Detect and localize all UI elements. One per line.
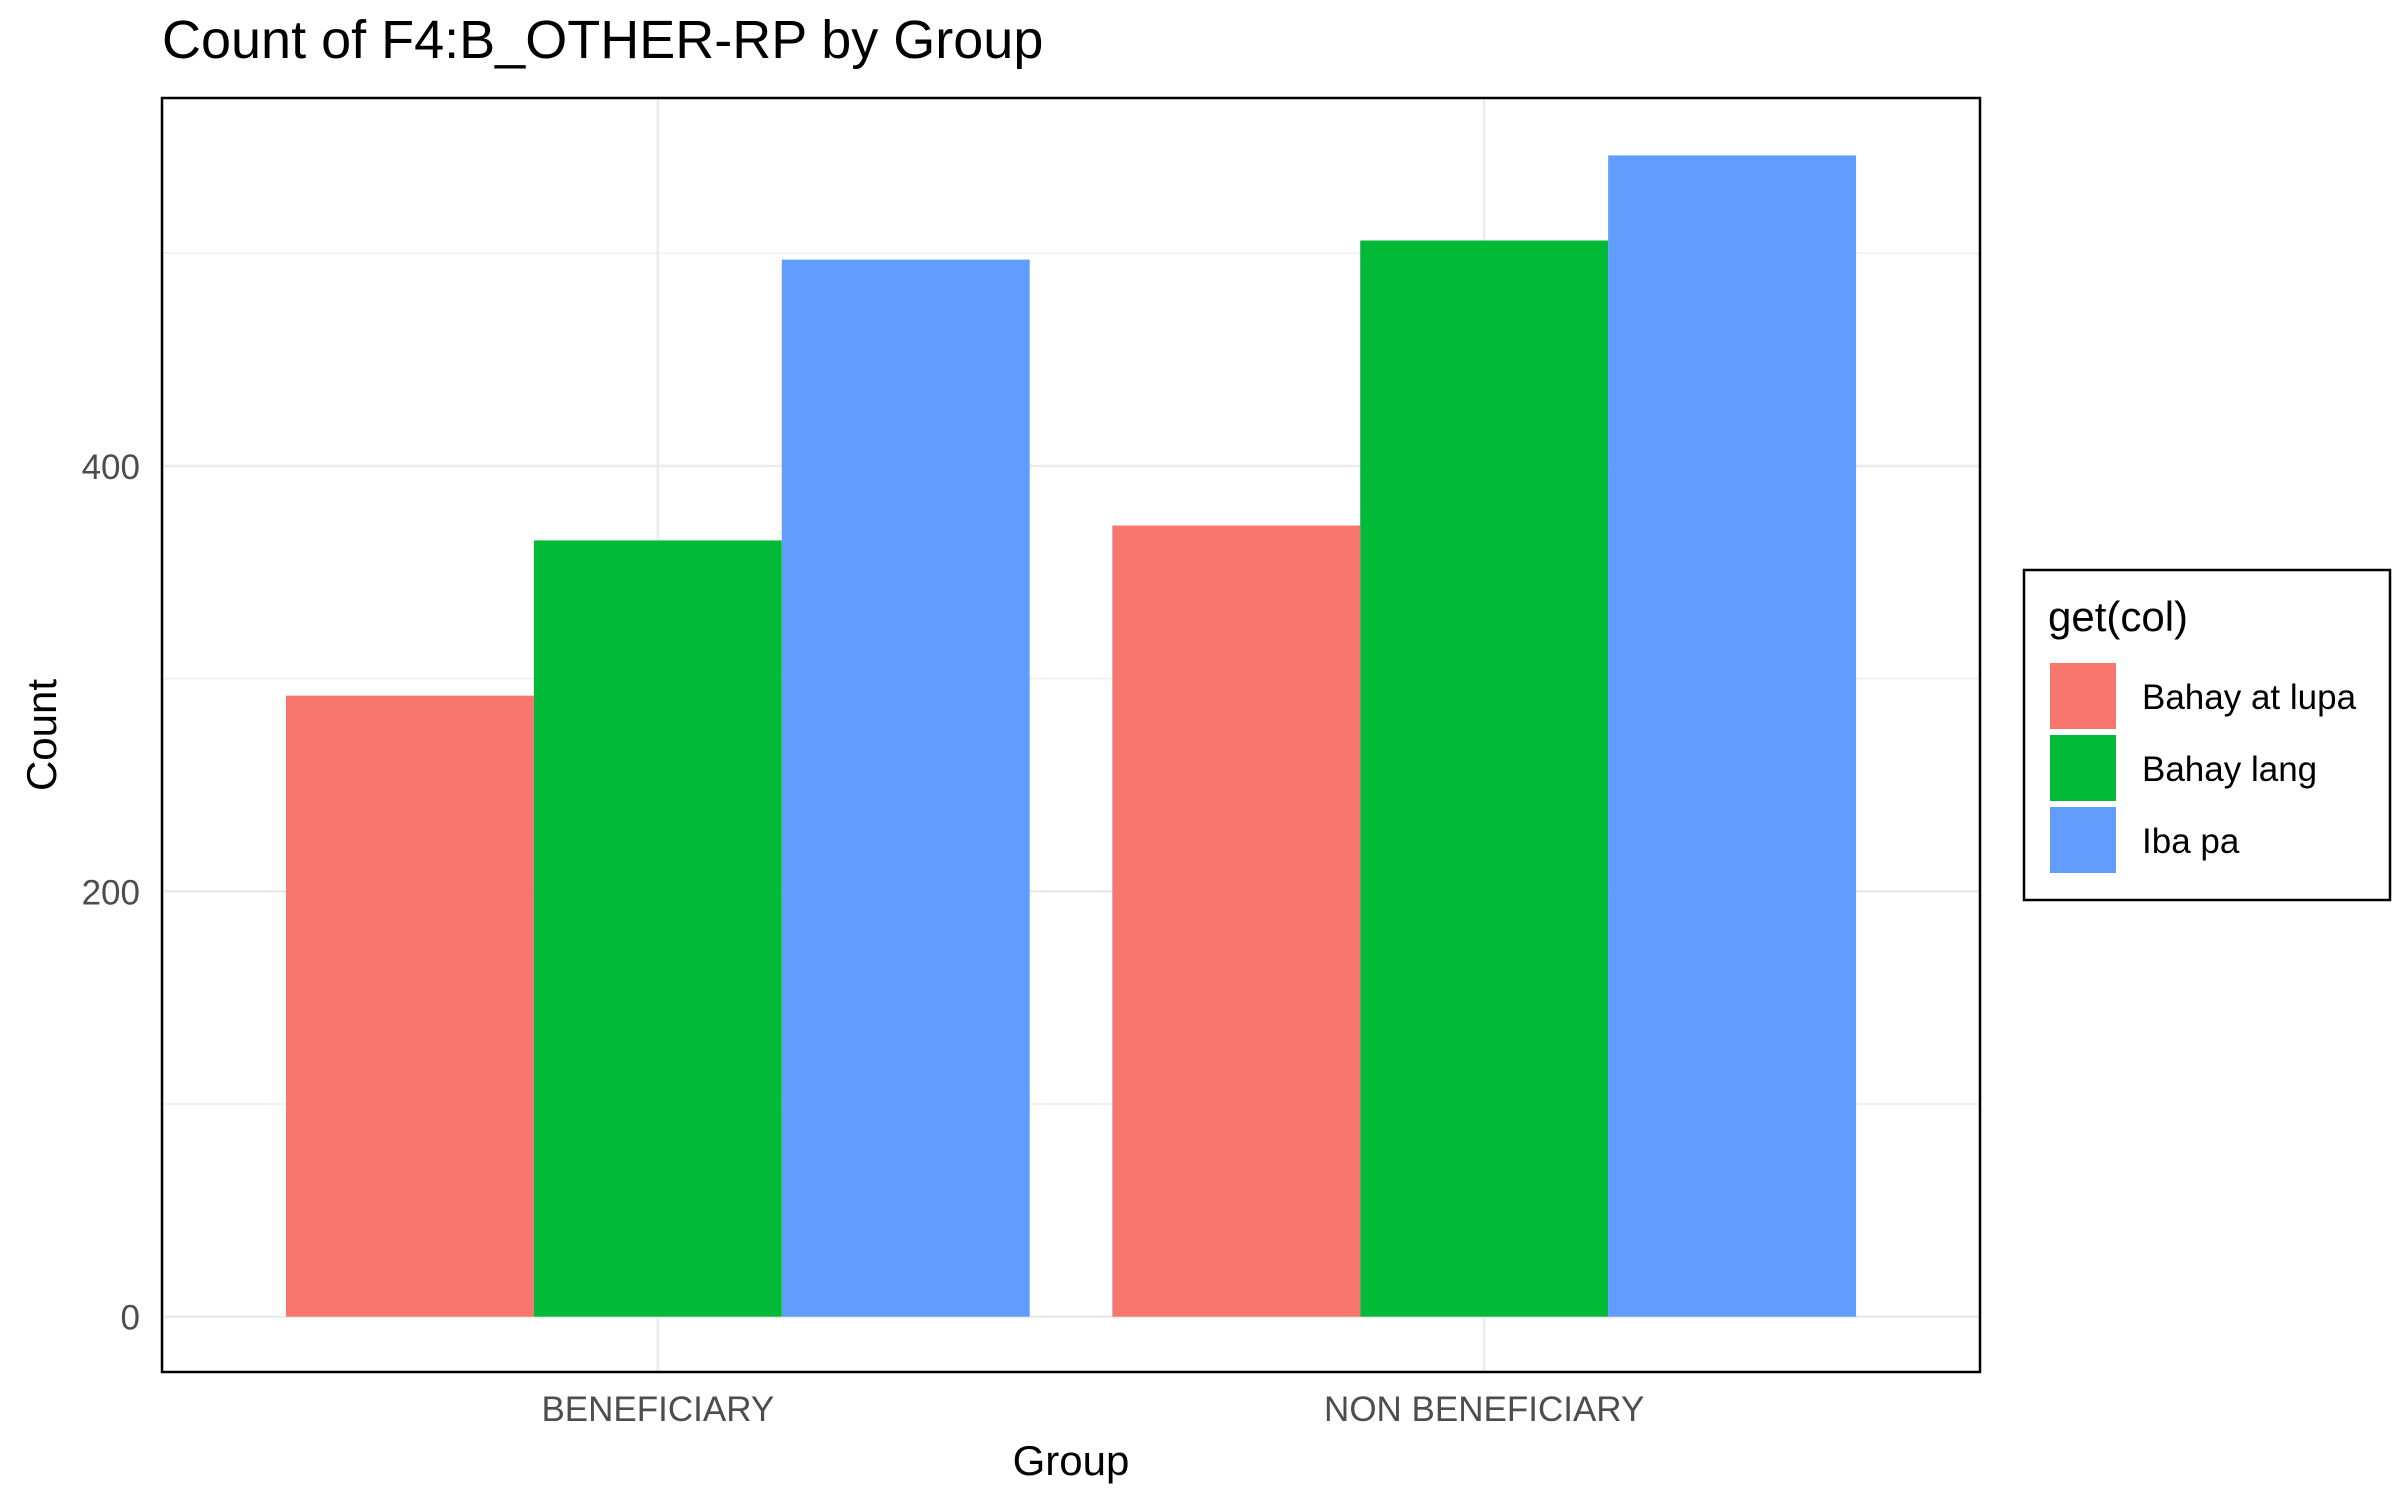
x-tick-label: BENEFICIARY	[541, 1390, 774, 1429]
bars-layer	[285, 155, 1857, 1317]
legend-key	[2050, 807, 2116, 873]
legend: get(col) Bahay at lupa Bahay lang Iba pa	[2022, 568, 2392, 902]
legend-title: get(col)	[2048, 593, 2188, 640]
y-tick-labels: 0 200 400	[82, 448, 140, 1338]
legend-label: Bahay at lupa	[2142, 678, 2357, 717]
x-tick-labels: BENEFICIARY NON BENEFICIARY	[541, 1390, 1644, 1429]
y-tick-label: 400	[82, 448, 140, 487]
bar	[1608, 155, 1857, 1317]
legend-key	[2050, 663, 2116, 729]
y-tick-label: 200	[82, 873, 140, 912]
bar	[533, 540, 782, 1317]
chart-title: Count of F4:B_OTHER-RP by Group	[162, 10, 1043, 70]
legend-label: Iba pa	[2142, 822, 2240, 861]
x-axis-title: Group	[1013, 1437, 1130, 1484]
bar	[781, 259, 1030, 1317]
panel-border	[160, 96, 1982, 1374]
bar	[1112, 525, 1361, 1317]
legend-label: Bahay lang	[2142, 750, 2317, 789]
legend-items: Bahay at lupa Bahay lang Iba pa	[2050, 663, 2357, 873]
bar	[1360, 240, 1609, 1317]
y-tick-label: 0	[121, 1299, 140, 1338]
bar	[285, 695, 534, 1317]
x-tick-label: NON BENEFICIARY	[1324, 1390, 1644, 1429]
y-axis-title: Count	[18, 679, 65, 791]
legend-key	[2050, 735, 2116, 801]
